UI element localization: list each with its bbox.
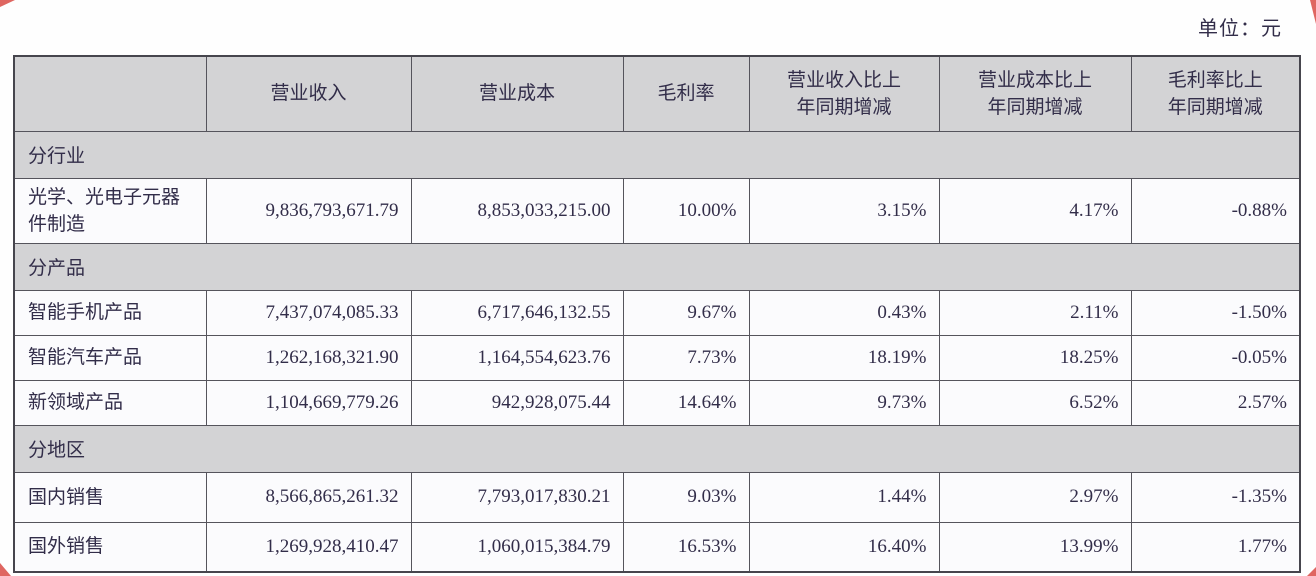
cost-yoy-cell: 18.25% [938,334,1132,381]
margin-cell: 14.64% [622,379,750,426]
revenue-yoy-cell: 18.19% [748,334,940,381]
revenue-cell: 8,566,865,261.32 [205,471,412,523]
header-cost-yoy: 营业成本比上 年同期增减 [938,55,1132,132]
table-row-smartphone-products: 智能手机产品 7,437,074,085.33 6,717,646,132.55… [13,289,1301,336]
corner-mark-top-left-icon [0,0,15,7]
row-label: 国内销售 [13,471,207,523]
header-margin: 毛利率 [622,55,750,132]
section-by-product: 分产品 [13,242,1301,291]
section-label: 分产品 [13,242,1301,291]
header-revenue: 营业收入 [205,55,412,132]
margin-yoy-cell: -0.05% [1130,334,1301,381]
table-row-overseas-sales: 国外销售 1,269,928,410.47 1,060,015,384.79 1… [13,521,1301,573]
table-row-smart-vehicle-products: 智能汽车产品 1,262,168,321.90 1,164,554,623.76… [13,334,1301,381]
table-row-domestic-sales: 国内销售 8,566,865,261.32 7,793,017,830.21 9… [13,471,1301,523]
cost-cell: 942,928,075.44 [410,379,624,426]
row-label: 新领域产品 [13,379,207,426]
section-label: 分地区 [13,424,1301,473]
financial-breakdown-table: 营业收入 营业成本 毛利率 营业收入比上 年同期增减 营业成本比上 年同期增减 … [13,55,1301,573]
cost-yoy-cell: 6.52% [938,379,1132,426]
cost-yoy-cell: 13.99% [938,521,1132,573]
section-by-industry: 分行业 [13,130,1301,179]
cost-cell: 8,853,033,215.00 [410,177,624,244]
table-row-new-field-products: 新领域产品 1,104,669,779.26 942,928,075.44 14… [13,379,1301,426]
row-label: 国外销售 [13,521,207,573]
table-header-row: 营业收入 营业成本 毛利率 营业收入比上 年同期增减 营业成本比上 年同期增减 … [13,55,1301,132]
cost-cell: 6,717,646,132.55 [410,289,624,336]
corner-mark-bottom-right-icon [1307,567,1316,576]
margin-cell: 16.53% [622,521,750,573]
header-revenue-yoy: 营业收入比上 年同期增减 [748,55,940,132]
revenue-yoy-cell: 9.73% [748,379,940,426]
revenue-cell: 7,437,074,085.33 [205,289,412,336]
cost-yoy-cell: 4.17% [938,177,1132,244]
margin-cell: 7.73% [622,334,750,381]
section-label: 分行业 [13,130,1301,179]
corner-mark-bottom-left-icon [0,563,11,576]
cost-yoy-cell: 2.97% [938,471,1132,523]
row-label: 光学、光电子元器件制造 [13,177,207,244]
margin-yoy-cell: 1.77% [1130,521,1301,573]
corner-mark-top-right-icon [1310,0,1316,24]
section-by-region: 分地区 [13,424,1301,473]
header-margin-yoy: 毛利率比上 年同期增减 [1130,55,1301,132]
row-label: 智能手机产品 [13,289,207,336]
margin-cell: 9.67% [622,289,750,336]
row-label: 智能汽车产品 [13,334,207,381]
revenue-yoy-cell: 1.44% [748,471,940,523]
margin-yoy-cell: 2.57% [1130,379,1301,426]
cost-cell: 1,164,554,623.76 [410,334,624,381]
revenue-cell: 1,262,168,321.90 [205,334,412,381]
revenue-cell: 9,836,793,671.79 [205,177,412,244]
revenue-cell: 1,269,928,410.47 [205,521,412,573]
cost-cell: 7,793,017,830.21 [410,471,624,523]
margin-cell: 10.00% [622,177,750,244]
table-row-optical-components: 光学、光电子元器件制造 9,836,793,671.79 8,853,033,2… [13,177,1301,244]
unit-label: 单位：元 [1198,18,1282,40]
margin-yoy-cell: -0.88% [1130,177,1301,244]
header-cost: 营业成本 [410,55,624,132]
revenue-yoy-cell: 3.15% [748,177,940,244]
margin-yoy-cell: -1.50% [1130,289,1301,336]
revenue-yoy-cell: 16.40% [748,521,940,573]
margin-cell: 9.03% [622,471,750,523]
revenue-yoy-cell: 0.43% [748,289,940,336]
margin-yoy-cell: -1.35% [1130,471,1301,523]
cost-yoy-cell: 2.11% [938,289,1132,336]
header-blank [13,55,207,132]
cost-cell: 1,060,015,384.79 [410,521,624,573]
revenue-cell: 1,104,669,779.26 [205,379,412,426]
